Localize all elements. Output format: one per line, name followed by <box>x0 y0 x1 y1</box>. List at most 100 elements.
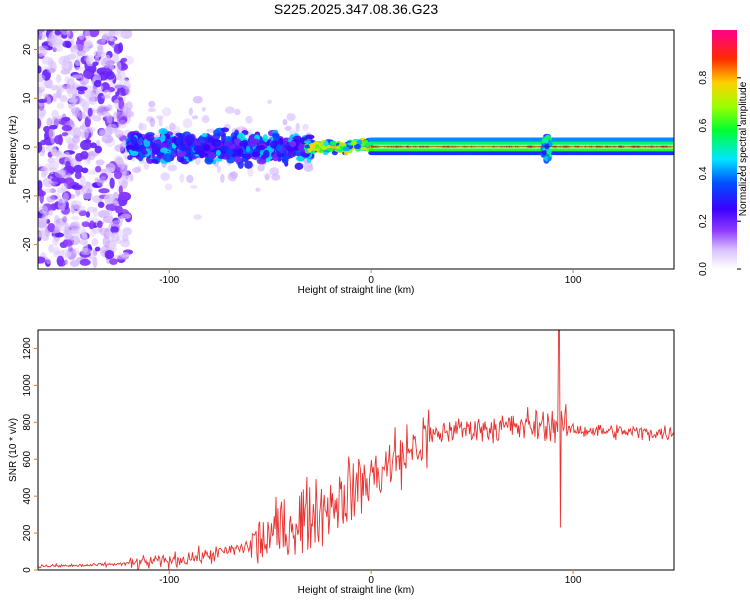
snr-x-ticks: -100 0 100 <box>159 570 582 586</box>
spectral-blob <box>53 226 60 233</box>
spectral-blob <box>294 135 302 141</box>
spectral-blob <box>109 177 115 189</box>
spectral-blob <box>176 150 187 157</box>
spectral-blob <box>220 153 231 160</box>
spectral-blob <box>48 127 56 139</box>
spectral-blob <box>159 142 165 148</box>
spectral-blob <box>201 106 206 112</box>
spectral-blob <box>92 61 99 66</box>
spectral-blob <box>122 55 135 65</box>
spectral-blob <box>60 30 70 36</box>
spectral-blob <box>247 167 254 177</box>
spectral-blob <box>256 158 267 165</box>
spectral-blob <box>257 164 265 172</box>
y-tick-label: 400 <box>22 487 33 504</box>
spectral-blob <box>115 91 120 97</box>
snr-frame <box>37 329 675 571</box>
spectral-blob <box>76 200 81 206</box>
spectral-blob <box>145 134 155 142</box>
spectral-blob <box>50 145 57 156</box>
spectral-blob <box>206 128 216 133</box>
spectral-blob <box>98 188 110 194</box>
spectral-blob <box>104 249 115 260</box>
spectral-blob <box>182 118 193 129</box>
spectral-blob <box>284 125 292 131</box>
spectral-blob <box>87 169 96 175</box>
spectral-blob <box>276 153 285 158</box>
spectral-blob <box>95 165 102 173</box>
spectral-blob <box>125 85 131 96</box>
spectral-blob <box>289 140 297 148</box>
spectral-blob <box>61 124 73 132</box>
spectral-blob <box>106 113 113 124</box>
spectral-blob <box>38 141 43 153</box>
spectral-blob <box>63 55 70 67</box>
spectral-blob <box>103 89 111 98</box>
spectral-blob <box>255 187 261 192</box>
y-tick-label: 800 <box>22 414 33 431</box>
spectral-blob <box>261 154 267 160</box>
spectral-blob <box>71 111 81 117</box>
spectral-blob <box>96 179 104 187</box>
x-tick-label: 0 <box>368 575 374 586</box>
spectral-blob <box>91 228 101 234</box>
spectral-blob <box>220 173 225 183</box>
y-tick-label: 10 <box>22 92 33 104</box>
spectral-blob <box>193 214 202 220</box>
spectral-blob <box>342 146 351 152</box>
spectral-blob <box>217 131 226 137</box>
spectral-blob <box>111 231 120 242</box>
spectral-blob <box>107 104 112 110</box>
spectral-blob <box>115 156 124 166</box>
spectral-blob <box>160 172 170 181</box>
spectral-blob <box>60 69 71 75</box>
y-tick-label: 0 <box>22 144 33 150</box>
spectral-blob <box>305 134 315 140</box>
spectral-blob <box>251 151 261 158</box>
spectral-blob <box>362 139 369 144</box>
spectral-blob <box>161 107 172 117</box>
spectral-blob <box>121 139 127 149</box>
spectral-blob <box>106 209 113 222</box>
spectral-blob <box>80 151 89 160</box>
spectral-blob <box>84 181 92 187</box>
spectral-blob <box>93 79 102 88</box>
spectral-blob <box>304 144 311 149</box>
spectral-blob <box>151 147 161 155</box>
spectral-blob <box>100 176 107 181</box>
spectral-blob <box>68 98 78 104</box>
spectral-blob <box>72 135 80 144</box>
spectral-blob <box>233 156 243 163</box>
colorbar-tick-label: 0.2 <box>698 214 709 228</box>
spectral-blob <box>47 209 54 215</box>
spectral-blob <box>244 160 253 169</box>
spectral-blob <box>63 259 68 265</box>
spectral-blob <box>211 139 221 147</box>
spectral-blob <box>155 115 164 120</box>
snr-series-line <box>38 330 674 570</box>
spectral-blob <box>114 144 125 152</box>
spectral-blob <box>116 30 126 38</box>
spectral-blob <box>85 211 91 218</box>
spectral-blob <box>82 190 93 200</box>
spectral-blob <box>106 123 118 134</box>
spectral-blob <box>38 256 46 264</box>
spectral-blob <box>160 147 168 153</box>
spectral-blob <box>269 167 280 176</box>
spectral-blob <box>61 64 73 70</box>
spectral-blob <box>56 74 62 84</box>
spectral-blob <box>38 73 46 83</box>
colorbar-tick-label: 0.4 <box>698 166 709 180</box>
spectral-blob <box>353 143 361 150</box>
spectral-blob <box>101 134 114 144</box>
spectral-blob <box>42 92 49 98</box>
spectral-blob <box>46 96 52 106</box>
spectral-blob <box>79 77 89 86</box>
spectral-blob <box>101 57 113 69</box>
spectral-blob <box>105 70 115 80</box>
spectral-blob <box>83 91 95 98</box>
spectral-blob <box>64 134 72 143</box>
spectral-blob <box>74 171 82 180</box>
spectral-blob <box>108 37 117 42</box>
spectral-blob <box>245 145 251 153</box>
